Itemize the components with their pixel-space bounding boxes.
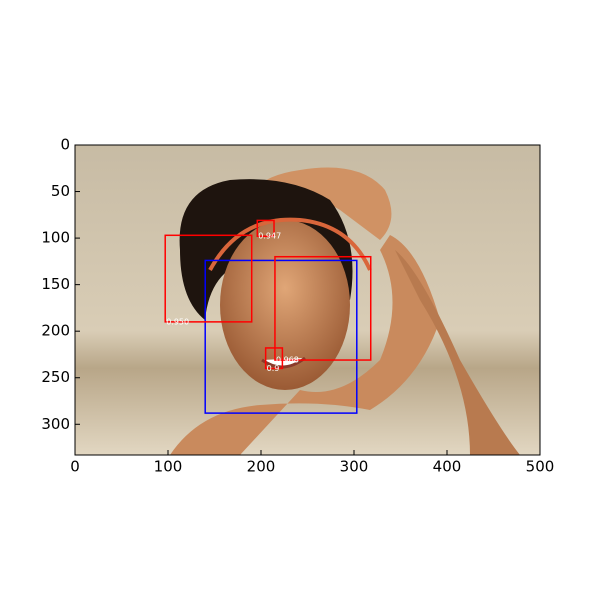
detection-score: 0.968: [276, 356, 299, 365]
detection-box: [164, 234, 253, 323]
y-tick-label: 200: [41, 322, 70, 340]
y-tick-label: 150: [41, 275, 70, 293]
y-tick-label: 50: [51, 182, 70, 200]
detection-box: [204, 259, 358, 414]
detection-box: [256, 219, 275, 237]
x-tick-label: 0: [70, 458, 80, 476]
x-tick-label: 400: [433, 458, 462, 476]
axes-frame: [74, 144, 541, 456]
detection-score: 0.950: [166, 317, 189, 326]
x-tick-label: 200: [247, 458, 276, 476]
x-tick-label: 500: [526, 458, 555, 476]
detection-box: [274, 255, 372, 361]
photo: [75, 145, 540, 455]
detection-box: [264, 347, 284, 370]
y-tick-label: 0: [60, 136, 70, 154]
x-tick-label: 100: [154, 458, 183, 476]
y-tick-label: 300: [41, 415, 70, 433]
y-tick-label: 100: [41, 229, 70, 247]
y-tick-label: 250: [41, 368, 70, 386]
detection-score: 0.9: [267, 364, 280, 373]
detection-score: 0.947: [258, 232, 281, 241]
x-tick-label: 300: [340, 458, 369, 476]
